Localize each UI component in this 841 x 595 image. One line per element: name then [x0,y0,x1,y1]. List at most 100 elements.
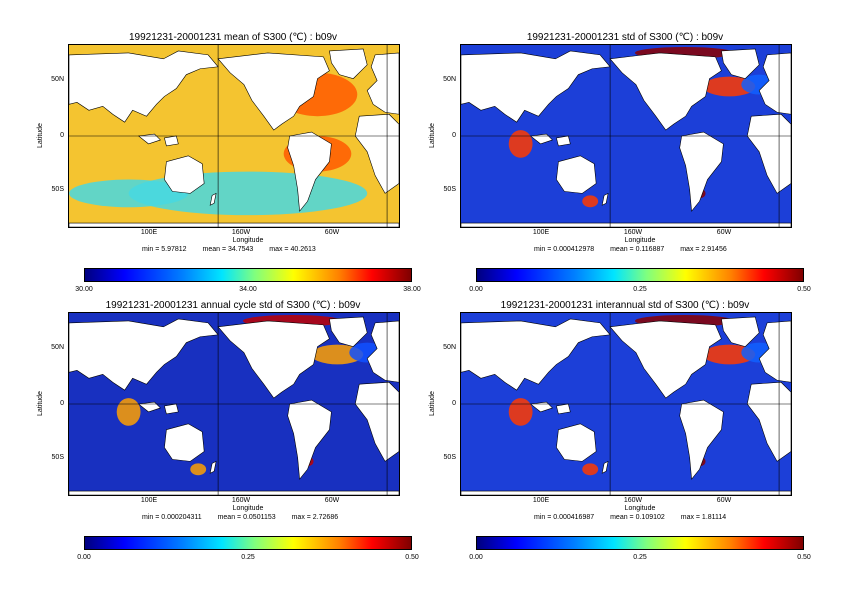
land-eurasia [461,50,611,123]
land-newzealand [601,460,609,474]
map-area[interactable] [68,44,400,228]
stat-mean: mean = 0.0501153 [217,514,276,521]
land-australia [556,423,597,462]
colorbar-tick-high: 0.50 [797,286,811,293]
x-tick-60w: 60W [324,497,340,504]
stats-line: min = 0.000204311 mean = 0.0501153 max =… [142,514,352,521]
map-svg [461,45,791,227]
y-tick-50s: 50S [51,186,64,193]
map-svg [69,313,399,495]
field-anomaly-2 [508,130,533,158]
panel-title: 19921231-20001231 std of S300 (℃) : b09v [526,32,724,43]
x-tick-100e: 100E [532,497,550,504]
map-panel-1: 19921231-20001231 mean of S300 (℃) : b09… [36,32,428,302]
land-eurasia [69,50,219,123]
continents [461,48,791,227]
colorbar [476,268,804,282]
x-tick-100e: 100E [532,229,550,236]
colorbar-tick-low: 0.00 [469,286,483,293]
y-tick-50n: 50N [51,344,64,351]
colorbar-tick-mid: 0.25 [633,554,647,561]
stat-max: max = 2.72686 [291,514,339,521]
field-anomaly-2 [508,398,533,426]
y-tick-0: 0 [60,400,64,407]
colorbar-tick-mid: 34.00 [239,286,257,293]
map-panel-3: 19921231-20001231 annual cycle std of S3… [37,300,428,570]
x-tick-160w: 160W [623,497,643,504]
land-greenland [329,48,368,79]
land-antarctica [461,490,791,495]
land-north-america [217,52,330,131]
x-tick-160w: 160W [231,229,251,236]
y-tick-0: 0 [60,132,64,139]
map-svg [461,313,791,495]
land-australia [164,423,205,462]
continents [69,48,399,227]
land-newzealand [601,192,609,206]
colorbar-tick-low: 30.00 [75,286,93,293]
land-antarctica [69,490,399,495]
stat-min: min = 0.000204311 [142,514,202,521]
panel-title: 19921231-20001231 annual cycle std of S3… [105,300,361,311]
land-africa [746,381,791,462]
x-tick-60w: 60W [716,497,732,504]
map-area[interactable] [68,312,400,496]
x-axis-label: Longitude [232,505,264,512]
continents [69,316,399,495]
map-area[interactable] [460,312,792,496]
land-newzealand [209,460,217,474]
map-panel-2: 19921231-20001231 std of S300 (℃) : b09v [428,32,820,302]
continents [461,316,791,495]
stats-line: min = 0.000412978 mean = 0.116887 max = … [534,246,741,253]
y-tick-50n: 50N [443,344,456,351]
land-south-america [679,131,724,212]
y-axis-label: Latitude [428,123,436,148]
x-axis-label: Longitude [232,237,264,244]
y-tick-0: 0 [452,400,456,407]
land-south-america [287,131,332,212]
y-tick-0: 0 [452,132,456,139]
land-europe [366,52,399,115]
y-tick-50n: 50N [51,76,64,83]
land-indonesia [137,133,179,147]
field-anomaly-2 [116,398,141,426]
land-greenland [721,316,760,347]
stats-line: min = 0.000416987 mean = 0.109102 max = … [534,514,740,521]
panel-title: 19921231-20001231 interannual std of S30… [500,300,750,311]
land-antarctica [69,222,399,227]
x-tick-160w: 160W [231,497,251,504]
land-europe [366,320,399,383]
x-axis-label: Longitude [624,505,656,512]
stat-max: max = 1.81114 [680,514,727,521]
x-tick-60w: 60W [716,229,732,236]
colorbar-tick-low: 0.00 [469,554,483,561]
x-tick-100e: 100E [140,497,158,504]
land-greenland [721,48,760,79]
colorbar-tick-high: 38.00 [403,286,421,293]
land-south-america [287,399,332,480]
panel-title: 19921231-20001231 mean of S300 (℃) : b09… [128,32,338,43]
stat-mean: mean = 0.116887 [610,246,665,253]
land-north-america [609,320,722,399]
y-axis-label: Latitude [36,123,44,148]
land-australia [164,155,205,194]
colorbar-tick-high: 0.50 [405,554,419,561]
land-south-america [679,399,724,480]
land-indonesia [529,401,571,415]
land-north-america [217,320,330,399]
colorbar [84,268,412,282]
colorbar [84,536,412,550]
map-panel-4: 19921231-20001231 interannual std of S30… [428,300,820,570]
land-europe [758,52,791,115]
stat-max: max = 2.91456 [680,246,727,253]
land-eurasia [461,318,611,391]
stat-min: min = 0.000412978 [534,246,595,253]
land-indonesia [529,133,571,147]
colorbar [476,536,804,550]
y-axis-label: Latitude [428,391,436,416]
land-eurasia [69,318,219,391]
y-tick-50n: 50N [443,76,456,83]
x-tick-100e: 100E [140,229,158,236]
map-area[interactable] [460,44,792,228]
field-anomaly-4 [582,195,599,208]
